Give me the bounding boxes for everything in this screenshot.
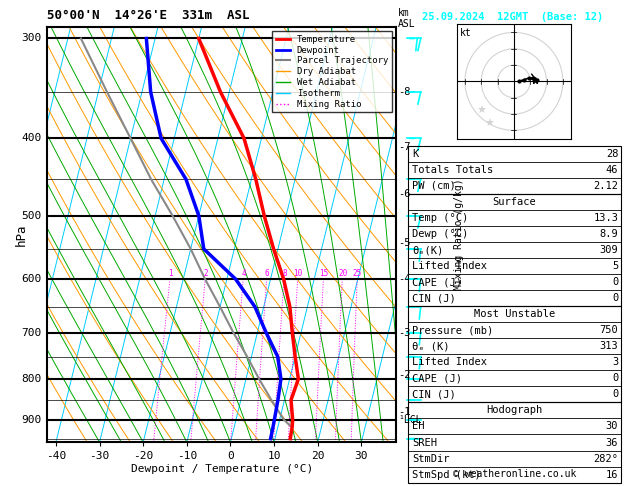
- Text: ★: ★: [476, 106, 486, 116]
- Text: StmSpd (kt): StmSpd (kt): [412, 469, 481, 480]
- Text: 4: 4: [242, 269, 246, 278]
- Text: 0: 0: [612, 389, 618, 399]
- Text: 15: 15: [319, 269, 328, 278]
- Text: StmDir: StmDir: [412, 453, 450, 464]
- Text: -6: -6: [398, 190, 411, 199]
- Text: 2: 2: [204, 269, 208, 278]
- Text: 25: 25: [353, 269, 362, 278]
- Text: 750: 750: [599, 325, 618, 335]
- Text: Pressure (mb): Pressure (mb): [412, 325, 493, 335]
- Text: 600: 600: [21, 274, 42, 284]
- Text: 0: 0: [612, 277, 618, 287]
- Text: CIN (J): CIN (J): [412, 293, 456, 303]
- Text: 16: 16: [606, 469, 618, 480]
- Text: 400: 400: [21, 133, 42, 143]
- Text: hPa: hPa: [14, 223, 28, 246]
- Text: kt: kt: [460, 28, 472, 37]
- Text: Mixing Ratio (g/kg): Mixing Ratio (g/kg): [454, 179, 464, 290]
- Text: 1: 1: [168, 269, 173, 278]
- Text: 300: 300: [21, 34, 42, 44]
- Text: 500: 500: [21, 211, 42, 221]
- Text: 50°00'N  14°26'E  331m  ASL: 50°00'N 14°26'E 331m ASL: [47, 9, 250, 22]
- Text: CIN (J): CIN (J): [412, 389, 456, 399]
- Text: -1: -1: [398, 407, 411, 417]
- Text: 282°: 282°: [593, 453, 618, 464]
- Text: 20: 20: [338, 269, 347, 278]
- Text: 3: 3: [612, 357, 618, 367]
- Text: © weatheronline.co.uk: © weatheronline.co.uk: [453, 469, 576, 479]
- Text: 8.9: 8.9: [599, 229, 618, 239]
- Text: -2: -2: [398, 370, 411, 380]
- Text: 0: 0: [612, 293, 618, 303]
- Text: 46: 46: [606, 165, 618, 175]
- Text: 700: 700: [21, 328, 42, 338]
- Text: 13.3: 13.3: [593, 213, 618, 223]
- Text: Lifted Index: Lifted Index: [412, 357, 487, 367]
- Text: ★: ★: [484, 119, 494, 129]
- Text: ¹LCL: ¹LCL: [398, 415, 421, 425]
- Text: K: K: [412, 149, 418, 159]
- Text: Temp (°C): Temp (°C): [412, 213, 468, 223]
- Text: Dewp (°C): Dewp (°C): [412, 229, 468, 239]
- Text: PW (cm): PW (cm): [412, 181, 456, 191]
- Text: 313: 313: [599, 341, 618, 351]
- Text: 25.09.2024  12GMT  (Base: 12): 25.09.2024 12GMT (Base: 12): [422, 12, 603, 22]
- Text: -5: -5: [398, 238, 411, 247]
- Text: CAPE (J): CAPE (J): [412, 373, 462, 383]
- Text: Surface: Surface: [493, 197, 537, 207]
- Text: km
ASL: km ASL: [398, 7, 416, 29]
- Text: Lifted Index: Lifted Index: [412, 261, 487, 271]
- Text: CAPE (J): CAPE (J): [412, 277, 462, 287]
- Text: 5: 5: [612, 261, 618, 271]
- Text: 309: 309: [599, 245, 618, 255]
- Text: 28: 28: [606, 149, 618, 159]
- Text: 36: 36: [606, 437, 618, 448]
- Text: θₑ(K): θₑ(K): [412, 245, 443, 255]
- Text: 30: 30: [606, 421, 618, 432]
- Text: 900: 900: [21, 415, 42, 425]
- Text: Hodograph: Hodograph: [486, 405, 543, 416]
- Text: 8: 8: [282, 269, 287, 278]
- X-axis label: Dewpoint / Temperature (°C): Dewpoint / Temperature (°C): [131, 464, 313, 474]
- Legend: Temperature, Dewpoint, Parcel Trajectory, Dry Adiabat, Wet Adiabat, Isotherm, Mi: Temperature, Dewpoint, Parcel Trajectory…: [272, 31, 392, 112]
- Text: EH: EH: [412, 421, 425, 432]
- Text: Most Unstable: Most Unstable: [474, 309, 555, 319]
- Text: -3: -3: [398, 328, 411, 338]
- Text: 0: 0: [612, 373, 618, 383]
- Text: -7: -7: [398, 142, 411, 152]
- Text: 6: 6: [265, 269, 269, 278]
- Text: 2.12: 2.12: [593, 181, 618, 191]
- Text: Totals Totals: Totals Totals: [412, 165, 493, 175]
- Text: -4: -4: [398, 274, 411, 284]
- Text: 10: 10: [294, 269, 303, 278]
- Text: θₑ (K): θₑ (K): [412, 341, 450, 351]
- Text: SREH: SREH: [412, 437, 437, 448]
- Text: 800: 800: [21, 374, 42, 384]
- Text: -8: -8: [398, 87, 411, 97]
